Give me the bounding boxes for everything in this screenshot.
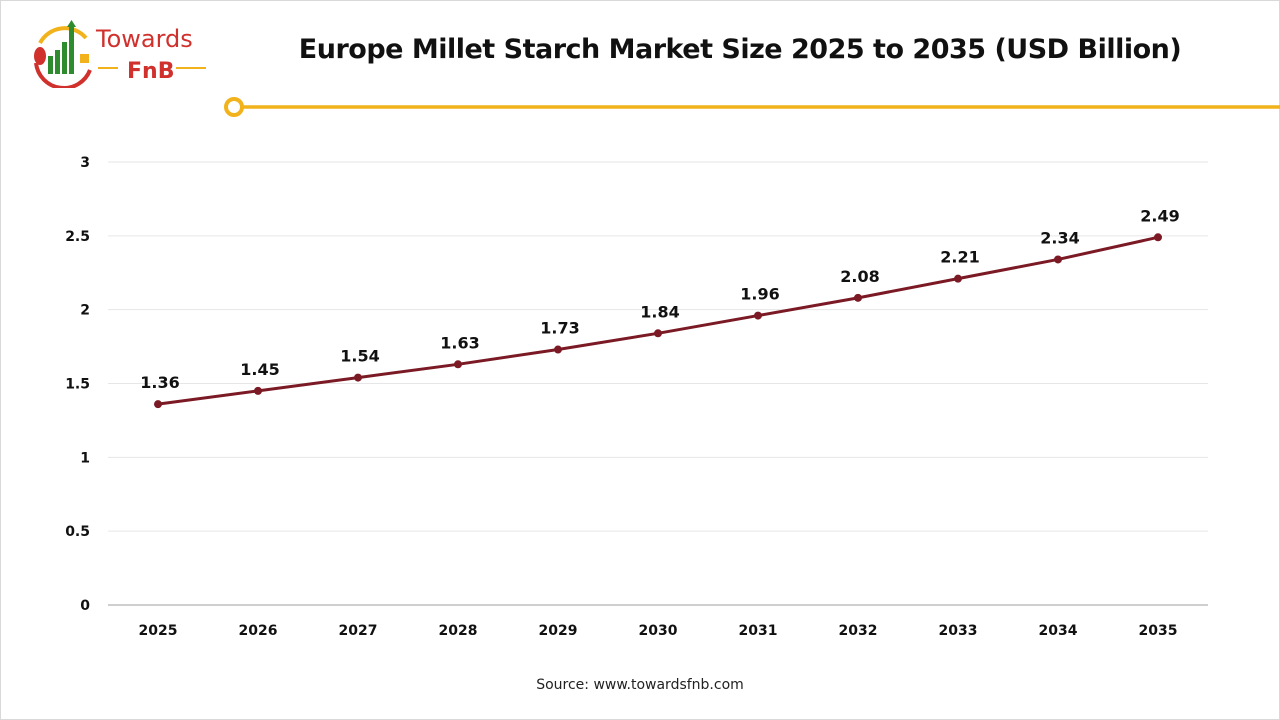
data-label: 1.73 [540,319,579,338]
x-tick-label: 2035 [1139,623,1178,639]
data-label: 1.54 [340,347,379,366]
data-label: 1.96 [740,285,779,304]
data-label: 1.45 [240,360,279,379]
data-label: 2.34 [1040,228,1079,247]
data-point [554,345,562,354]
towards-fnb-logo: Towards FnB [34,20,206,88]
x-tick-label: 2034 [1039,623,1078,639]
data-point [154,400,162,409]
logo-text-fnb: FnB [127,59,174,84]
x-tick-label: 2029 [539,623,578,639]
data-point [854,293,862,302]
data-label: 2.49 [1140,206,1179,225]
y-tick-label: 2.5 [65,229,90,245]
data-label: 1.63 [440,333,479,352]
data-point [254,386,262,395]
logo-text-towards: Towards [95,25,193,53]
x-tick-label: 2031 [739,623,778,639]
x-tick-label: 2028 [439,623,478,639]
data-point [754,311,762,320]
chart-title: Europe Millet Starch Market Size 2025 to… [298,34,1182,65]
title-accent-line [224,97,1280,117]
data-label: 1.84 [640,302,679,321]
x-tick-label: 2027 [339,623,378,639]
source-note: Source: www.towardsfnb.com [536,677,744,693]
x-tick-label: 2030 [639,623,678,639]
x-tick-label: 2026 [239,623,278,639]
data-label: 2.21 [940,248,979,267]
data-point [354,373,362,382]
data-point [954,274,962,283]
y-tick-label: 1 [80,450,90,466]
y-tick-label: 0 [80,598,90,614]
y-tick-label: 1.5 [65,377,90,393]
y-tick-label: 0.5 [65,524,90,540]
x-tick-label: 2025 [139,623,178,639]
data-label: 2.08 [840,267,879,286]
y-tick-label: 3 [80,155,90,171]
data-label: 1.36 [140,373,179,392]
data-point [654,329,662,338]
x-tick-label: 2032 [839,623,878,639]
y-tick-label: 2 [80,303,90,319]
data-point [1154,233,1162,242]
line-chart: 0 0.5 1 1.5 2 2.5 3 2025 2026 2027 2028 2029 2030 203… [65,155,1208,639]
data-point [454,360,462,369]
x-tick-label: 2033 [939,623,978,639]
data-point [1054,255,1062,264]
